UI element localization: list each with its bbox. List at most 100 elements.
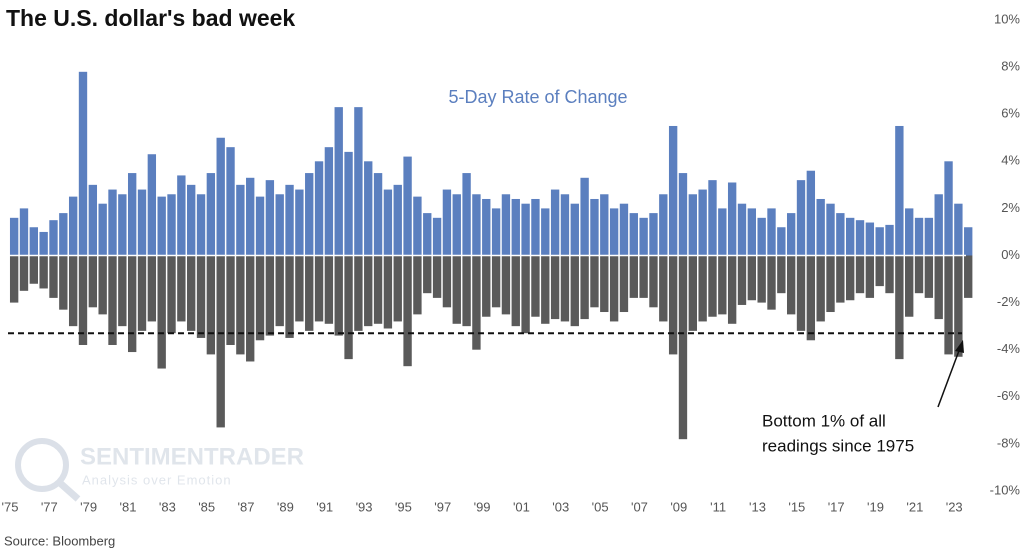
bar (796, 180, 806, 256)
bar (285, 255, 294, 338)
bar (127, 173, 137, 256)
bar (364, 161, 373, 256)
bar (757, 217, 766, 256)
bar (118, 255, 127, 327)
bar (668, 255, 678, 355)
bar (59, 255, 68, 310)
bar (9, 217, 19, 256)
bar (600, 255, 609, 313)
x-tick-label: '85 (198, 499, 215, 514)
bar (334, 255, 343, 336)
note: Bottom 1% of all (762, 411, 886, 430)
bar (560, 194, 570, 256)
bar (914, 255, 924, 294)
bar (226, 147, 235, 256)
bar (964, 255, 973, 298)
bar (383, 255, 393, 329)
bar (580, 177, 589, 256)
bar (609, 208, 619, 256)
bar (167, 194, 176, 256)
bar (934, 194, 943, 256)
y-tick-label: 10% (994, 11, 1020, 26)
x-tick-label: '01 (513, 499, 530, 514)
bar (423, 255, 432, 294)
bar (659, 194, 668, 256)
bar (393, 255, 402, 322)
bar (432, 255, 442, 298)
bar (629, 213, 638, 256)
x-tick-label: '07 (631, 499, 648, 514)
bar (403, 156, 412, 256)
bar (718, 255, 727, 315)
bar (521, 255, 530, 334)
bar (924, 255, 934, 298)
bar (590, 198, 599, 256)
bar (324, 255, 334, 324)
bar (373, 173, 383, 256)
x-tick-label: '15 (788, 499, 805, 514)
bar (383, 189, 393, 256)
bar (550, 255, 560, 320)
watermark-text: SENTIMENTRADER (80, 443, 304, 470)
bar (167, 255, 176, 334)
bar (855, 220, 865, 256)
x-tick-label: '77 (41, 499, 58, 514)
bar (511, 255, 520, 327)
bar (491, 208, 501, 256)
bar (29, 227, 38, 256)
bar (796, 255, 806, 331)
bar (846, 217, 855, 256)
y-tick-label: 0% (1001, 247, 1020, 262)
bar (855, 255, 865, 294)
y-tick-label: -8% (997, 435, 1021, 450)
bar (157, 196, 166, 256)
chart-title: The U.S. dollar's bad week (6, 5, 295, 31)
bar (875, 255, 884, 287)
bar (442, 189, 452, 256)
x-tick-label: '99 (474, 499, 491, 514)
bar (236, 184, 245, 256)
bar (865, 222, 875, 256)
bar (905, 208, 914, 256)
x-tick-label: '93 (356, 499, 373, 514)
bar (550, 189, 560, 256)
bar (19, 255, 29, 291)
x-tick-label: '13 (749, 499, 766, 514)
x-tick-label: '11 (710, 499, 726, 514)
arrow (937, 347, 961, 408)
bar (413, 196, 422, 256)
bar (78, 71, 88, 256)
bar (39, 231, 48, 256)
bar (659, 255, 668, 322)
bar (747, 208, 757, 256)
bar (727, 182, 737, 256)
x-tick-label: '79 (80, 499, 97, 514)
bar (836, 213, 845, 256)
y-tick-label: -6% (997, 388, 1021, 403)
bar (265, 255, 275, 336)
bar (816, 255, 825, 322)
bar (39, 255, 48, 289)
bar (895, 255, 904, 360)
bar (295, 255, 304, 322)
bar (521, 203, 530, 256)
bar (275, 194, 284, 256)
x-tick-label: '97 (434, 499, 451, 514)
bar (19, 208, 29, 256)
bar (688, 194, 697, 256)
x-tick-label: '09 (670, 499, 687, 514)
annotation: 5-Day Rate of Change (448, 87, 627, 107)
bar (609, 255, 619, 322)
bar (137, 189, 147, 256)
bar (944, 255, 953, 355)
bar (206, 255, 216, 355)
y-tick-label: -4% (997, 341, 1021, 356)
bar (806, 255, 816, 341)
bar (98, 255, 107, 315)
bar (708, 180, 717, 256)
bar (954, 203, 963, 256)
watermark-icon (57, 480, 81, 502)
bar (157, 255, 166, 369)
bar (216, 137, 225, 256)
